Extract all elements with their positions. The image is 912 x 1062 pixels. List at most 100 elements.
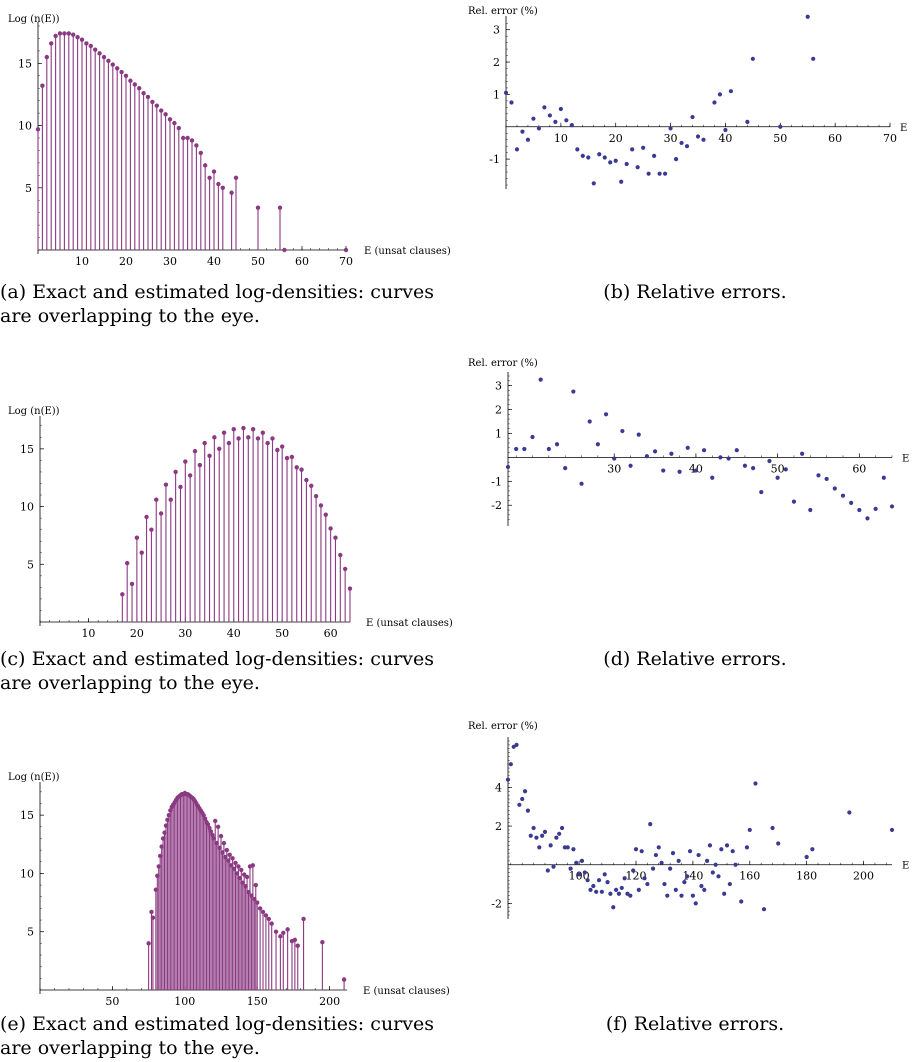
error-point — [642, 876, 647, 881]
x-axis-label: E — [902, 861, 909, 872]
chart-e-plot: 50 100 150 200 5 10 15 Log (n(E)) E (unsat claus… — [8, 772, 450, 1008]
error-point — [630, 147, 635, 152]
stem-point — [236, 864, 241, 869]
error-point — [508, 762, 513, 767]
error-point — [608, 891, 613, 896]
stem-point — [211, 169, 217, 174]
x-tick-label: 50 — [773, 132, 787, 145]
error-point — [545, 868, 550, 873]
stem-point — [84, 41, 89, 46]
error-point — [734, 448, 739, 453]
error-point — [530, 434, 535, 440]
stem-point — [149, 527, 154, 532]
error-point — [805, 14, 810, 19]
stem-point — [66, 31, 72, 36]
x-tick-label: 160 — [739, 870, 760, 883]
stem-point — [294, 465, 299, 470]
error-point — [811, 56, 816, 61]
caption-b: (b) Relative errors. — [603, 281, 787, 303]
error-point — [712, 100, 717, 105]
error-point — [616, 891, 622, 896]
stem-point — [145, 94, 151, 100]
error-point — [554, 835, 559, 840]
error-point — [546, 446, 551, 452]
stem-point — [207, 175, 212, 181]
stem-point — [309, 483, 314, 488]
error-point — [591, 181, 596, 186]
error-point — [648, 822, 653, 827]
x-tick-label: 50 — [251, 255, 265, 268]
y-tick-label: 2 — [495, 404, 502, 417]
error-point — [611, 905, 616, 910]
error-point — [800, 451, 805, 456]
stem-point — [198, 150, 203, 156]
stem-point — [115, 66, 120, 71]
stem-point — [266, 916, 272, 922]
error-point — [608, 160, 613, 165]
caption-f: (f) Relative errors. — [605, 1013, 785, 1035]
y-axis-label: Rel. error (%) — [468, 721, 538, 732]
y-tick-label: 1 — [495, 427, 502, 440]
error-point — [662, 171, 668, 176]
error-point — [659, 860, 664, 865]
x-axis-label: E — [900, 123, 907, 134]
error-point — [679, 893, 684, 898]
stem-point — [212, 435, 217, 440]
error-point — [778, 124, 783, 129]
stem-point — [158, 511, 164, 516]
error-point — [568, 866, 573, 871]
stem-point — [149, 909, 154, 915]
stem-point — [269, 921, 274, 926]
error-point — [677, 469, 682, 474]
error-point — [742, 463, 748, 468]
error-point — [657, 171, 662, 176]
error-point — [537, 845, 542, 850]
stem-point — [233, 860, 238, 866]
x-tick-label: 200 — [319, 995, 340, 1008]
stem-point — [216, 181, 221, 187]
chart-c-plot: 10 20 30 40 50 60 5 10 15 Log (n(E)) E (unsat clau… — [8, 406, 453, 640]
stem-point — [173, 469, 178, 475]
stem-point — [129, 581, 135, 587]
error-point — [889, 504, 895, 509]
error-point — [520, 796, 525, 802]
error-point — [747, 827, 752, 833]
error-point — [534, 835, 539, 840]
error-point — [693, 468, 699, 473]
error-point — [707, 843, 713, 848]
y-tick-label: 15 — [20, 809, 34, 822]
y-tick-label: 10 — [20, 501, 34, 514]
error-point — [613, 887, 619, 892]
stem-point — [205, 822, 211, 827]
y-tick-label: 15 — [20, 443, 34, 456]
error-point — [695, 134, 701, 139]
error-point — [646, 171, 651, 176]
error-point — [701, 448, 707, 453]
x-tick-label: 30 — [664, 132, 678, 145]
error-point — [685, 874, 690, 879]
stem-point — [208, 829, 214, 834]
stem-point — [213, 818, 218, 824]
error-point — [726, 456, 731, 461]
x-tick-label: 60 — [852, 462, 866, 475]
stem-point — [163, 482, 169, 487]
stem-point — [221, 430, 227, 435]
stem-point — [277, 205, 283, 210]
caption-c: (c) Exact and estimated log-densities: c… — [0, 648, 434, 694]
stem-point — [250, 427, 256, 432]
stem-point — [40, 83, 45, 88]
error-point — [783, 467, 788, 472]
error-point — [587, 419, 592, 424]
stem-point — [220, 185, 225, 190]
error-point — [832, 486, 837, 491]
error-point — [808, 507, 813, 513]
stem-point — [275, 447, 280, 453]
error-point — [644, 454, 649, 459]
error-point — [558, 106, 563, 112]
stem-point — [338, 552, 343, 558]
stem-point — [137, 86, 142, 91]
stem-point — [181, 135, 186, 141]
stem-point — [217, 446, 222, 452]
stem-point — [203, 163, 208, 168]
stem-point — [229, 190, 234, 195]
